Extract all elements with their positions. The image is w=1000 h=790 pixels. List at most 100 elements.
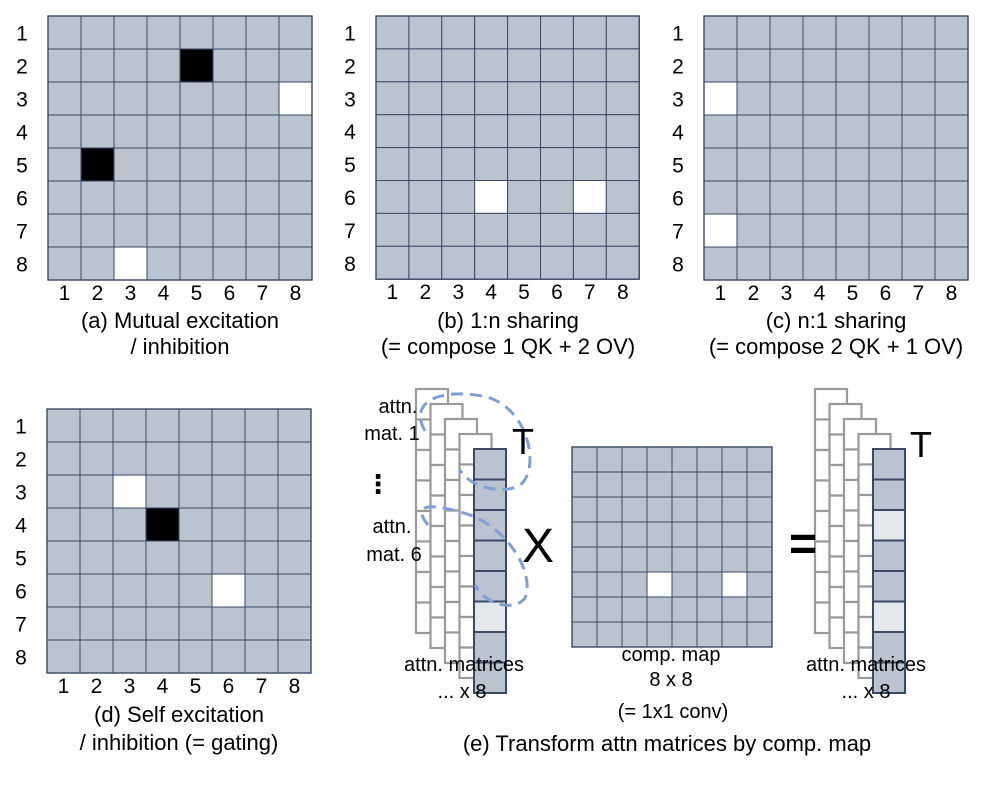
grid-cell (179, 147, 214, 182)
grid-cell (934, 180, 969, 215)
transpose-label-right: T (910, 424, 932, 465)
grid-cell (572, 15, 607, 50)
comp-map-cell (596, 521, 623, 548)
inhibition-cell (113, 246, 148, 281)
left-stack-caption-line2: ... x 8 (438, 681, 487, 703)
grid-cell (244, 408, 279, 443)
row-label: 6 (672, 188, 684, 211)
grid-cell (179, 114, 214, 149)
grid-cell (474, 15, 509, 50)
col-label: 5 (191, 282, 203, 305)
grid-cell (868, 48, 903, 83)
grid-cell (278, 114, 313, 149)
grid-cell (703, 180, 738, 215)
right-stack-front-column (872, 448, 906, 694)
grid-cell (244, 639, 279, 674)
grid-cell (113, 48, 148, 83)
col-label: 1 (58, 675, 70, 698)
grid-cell (113, 15, 148, 50)
grid-cell (802, 15, 837, 50)
grid-cell (245, 81, 280, 116)
callout-attn-mat-6 (420, 505, 529, 607)
label-attn-mat-6-line2: mat. 6 (366, 544, 422, 566)
left-stack-cell (473, 478, 507, 511)
row-label: 7 (344, 220, 356, 243)
grid-cell (408, 48, 443, 83)
grid-cell (901, 15, 936, 50)
grid-cell (835, 15, 870, 50)
grid-cell (145, 639, 180, 674)
row-label: 8 (672, 254, 684, 277)
grid-cell (572, 114, 607, 149)
grid-cell (507, 245, 542, 280)
left-stack-front-column (473, 448, 507, 694)
grid-cell (901, 246, 936, 281)
grid-cell (79, 540, 114, 575)
grid-cell (408, 212, 443, 247)
panel-c-caption-line2: (= compose 2 QK + 1 OV) (709, 334, 963, 359)
grid-cell (835, 180, 870, 215)
times-symbol: X (522, 520, 554, 573)
row-label: 5 (16, 155, 28, 178)
panel-e-caption: (e) Transform attn matrices by comp. map (463, 731, 871, 756)
comp-map-cell (646, 546, 673, 573)
grid-cell (375, 114, 410, 149)
grid-cell (835, 81, 870, 116)
col-label: 3 (125, 282, 137, 305)
grid-cell (46, 540, 81, 575)
comp-map-cell (596, 596, 623, 623)
grid-cell (540, 15, 574, 50)
grid-cell (474, 245, 509, 280)
grid-cell (146, 48, 181, 83)
grid-cell (375, 212, 410, 247)
grid-cell (934, 81, 969, 116)
grid-cell (934, 147, 969, 182)
grid-cell (736, 180, 771, 215)
comp-map-cell (721, 596, 748, 623)
grid-cell (441, 245, 476, 280)
row-label: 1 (672, 23, 684, 46)
grid-cell (113, 180, 148, 215)
col-label: 5 (847, 282, 859, 305)
comp-map-cell (571, 521, 598, 548)
grid-cell (507, 147, 542, 182)
row-label: 2 (15, 449, 27, 472)
grid-cell (245, 213, 280, 248)
label-vertical-ellipsis: ⋮ (365, 469, 391, 499)
grid-cell (277, 573, 312, 608)
grid-cell (408, 180, 443, 214)
panel-b-caption-line2: (= compose 1 QK + 2 OV) (381, 334, 635, 359)
inhibition-cell (278, 81, 313, 116)
grid-cell (79, 507, 114, 542)
grid-cell (47, 180, 82, 215)
grid-cell (572, 81, 607, 116)
grid-cell (474, 147, 509, 182)
grid-cell (441, 147, 476, 182)
row-label: 8 (16, 254, 28, 277)
grid-cell (278, 213, 313, 248)
grid-cell (113, 213, 148, 248)
grid-cell (113, 147, 148, 182)
grid-cell (375, 15, 410, 50)
grid-cell (178, 573, 213, 608)
comp-map-cell (696, 496, 723, 523)
grid-cell (244, 540, 279, 575)
grid-cell (145, 474, 180, 509)
grid-cell (47, 15, 82, 50)
comp-map-cell (596, 546, 623, 573)
grid-cell (802, 48, 837, 83)
grid-cell (47, 213, 82, 248)
grid-cell (278, 147, 313, 182)
comp-map-cell (746, 446, 773, 473)
row-label: 6 (16, 188, 28, 211)
grid-cell (80, 15, 115, 50)
grid-cell (934, 213, 969, 248)
grid-cell (46, 441, 81, 476)
col-label: 4 (814, 282, 826, 305)
comp-map-cell (621, 596, 648, 623)
grid-cell (572, 48, 607, 83)
panel-d-caption-line1: (d) Self excitation (94, 702, 264, 727)
grid-cell (179, 213, 214, 248)
